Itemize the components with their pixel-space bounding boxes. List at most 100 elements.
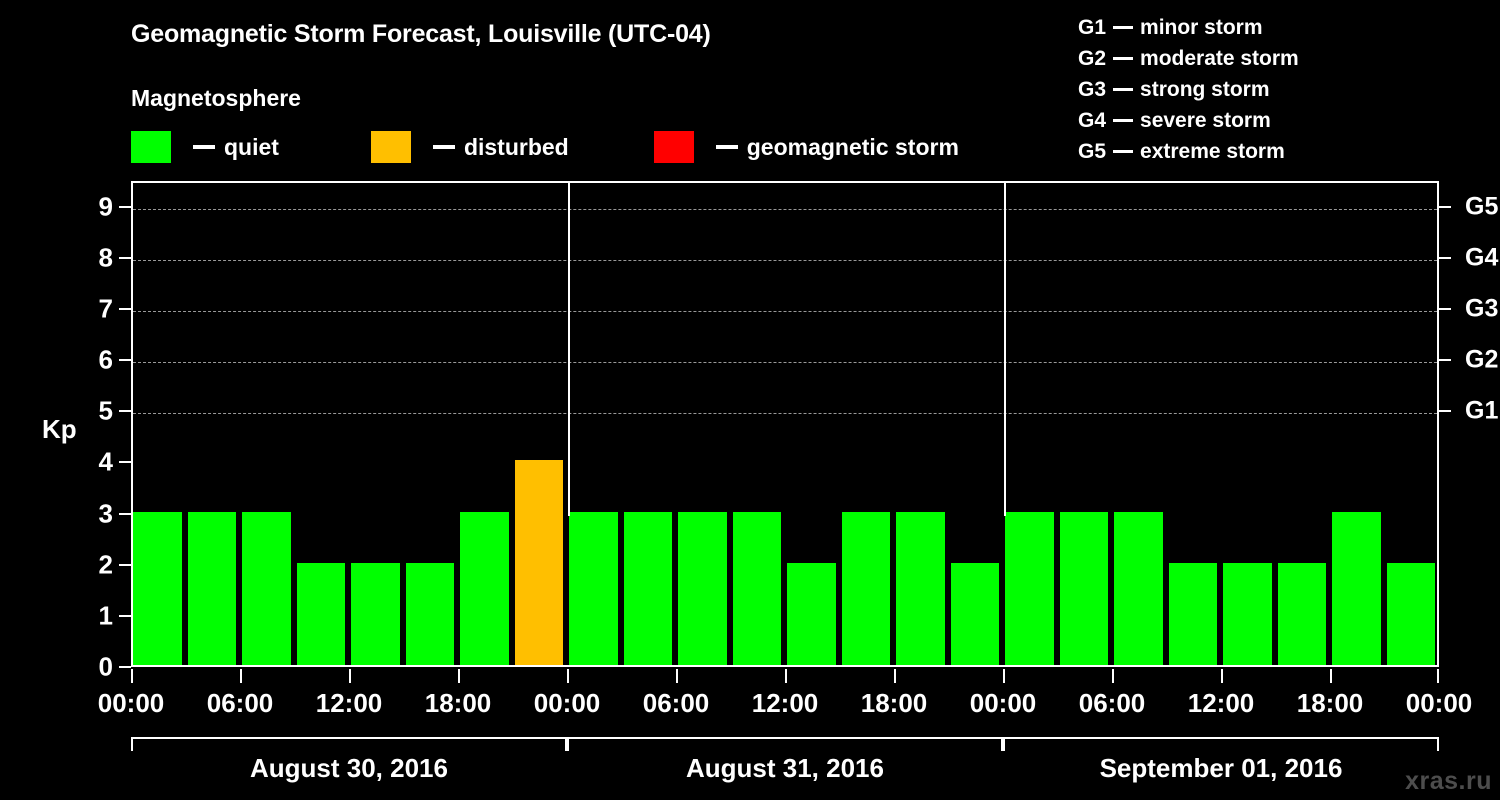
x-tick-mark (240, 669, 242, 683)
g-axis-tick-label: G5 (1465, 192, 1499, 221)
x-tick-label: 12:00 (751, 688, 819, 718)
bar (732, 511, 781, 665)
bar (514, 460, 563, 665)
y-tick-mark (119, 461, 131, 464)
bar (1114, 511, 1163, 665)
g-axis-tick-label: G2 (1465, 345, 1499, 374)
legend-swatch-storm (653, 131, 694, 163)
page-title: Geomagnetic Storm Forecast, Louisville (… (131, 20, 711, 48)
gridline (133, 208, 1437, 210)
x-tick-mark (1330, 669, 1332, 683)
x-tick-label: 00:00 (969, 688, 1037, 718)
day-band (1003, 737, 1439, 751)
x-tick-label: 18:00 (860, 688, 928, 718)
y-tick-mark (119, 563, 131, 566)
g-scale-item-g5: G5 extreme storm (1078, 136, 1299, 167)
bar (351, 562, 400, 665)
bar (296, 562, 345, 665)
g-scale-description: extreme storm (1140, 140, 1285, 163)
g-tick-mark (1439, 359, 1451, 362)
x-tick-label: 06:00 (1078, 688, 1146, 718)
y-tick-label: 1 (98, 600, 113, 631)
y-tick-mark (119, 410, 131, 413)
day-label: August 31, 2016 (686, 753, 884, 783)
bar (242, 511, 291, 665)
g-scale-description: minor storm (1140, 16, 1263, 39)
legend-item: geomagnetic storm (653, 131, 959, 163)
g-scale-description: severe storm (1140, 109, 1271, 132)
y-tick-label: 5 (98, 395, 113, 426)
g-scale-code: G3 (1078, 78, 1107, 101)
watermark: xras.ru (1405, 767, 1492, 795)
g-axis-tick-label: G4 (1465, 243, 1499, 272)
gridline (133, 259, 1437, 261)
bar (841, 511, 890, 665)
g-scale-item-g4: G4 severe storm (1078, 105, 1299, 136)
g-scale-code: G4 (1078, 109, 1107, 132)
legend-swatch-quiet (131, 131, 171, 163)
g-scale-item-g3: G3 strong storm (1078, 74, 1299, 105)
bar (1277, 562, 1326, 665)
g-scale-dash-icon (1113, 26, 1134, 29)
g-tick-mark (1439, 205, 1451, 208)
g-scale-item-g1: G1 minor storm (1078, 12, 1299, 43)
y-tick-mark (119, 307, 131, 310)
g-scale-code: G5 (1078, 140, 1107, 163)
day-band (567, 737, 1003, 751)
bar (1332, 511, 1381, 665)
bar (1005, 511, 1054, 665)
bar (460, 511, 509, 665)
g-scale-item-g2: G2 moderate storm (1078, 43, 1299, 74)
g-scale-dash-icon (1113, 150, 1134, 153)
legend-item: disturbed (370, 131, 569, 163)
bar (787, 562, 836, 665)
legend-dash-icon (193, 145, 215, 149)
y-tick-mark (119, 359, 131, 362)
bar (623, 511, 672, 665)
g-axis-tick-label: G3 (1465, 294, 1499, 323)
x-axis-labels: 00:00 06:00 12:00 18:00 00:00 06:00 12:00 18:00… (0, 688, 1500, 722)
bar (1059, 511, 1108, 665)
bar (405, 562, 454, 665)
y-tick-label: 4 (98, 446, 113, 477)
y-tick-mark (119, 205, 131, 208)
x-tick-label: 12:00 (1187, 688, 1255, 718)
g-scale-code: G2 (1078, 47, 1107, 70)
day-labels: August 30, 2016 August 31, 2016 September … (131, 753, 1439, 789)
y-tick-label: 6 (98, 344, 113, 375)
g-scale-dash-icon (1113, 88, 1134, 91)
gridline (133, 310, 1437, 312)
x-axis-ticks (131, 669, 1439, 683)
g-tick-mark (1439, 410, 1451, 413)
g-scale-description: strong storm (1140, 78, 1270, 101)
x-tick-label: 06:00 (206, 688, 274, 718)
y-tick-mark (119, 512, 131, 515)
y-axis-right-gscale: G1 G2 G3 G4 G5 (1439, 181, 1500, 667)
x-tick-mark (785, 669, 787, 683)
bar (1386, 562, 1435, 665)
bar (950, 562, 999, 665)
bar (569, 511, 618, 665)
x-tick-mark (131, 669, 133, 683)
bar (1223, 562, 1272, 665)
bar (678, 511, 727, 665)
day-bands (131, 737, 1439, 751)
day-band (131, 737, 567, 751)
plot-area (131, 181, 1439, 667)
x-tick-mark (1221, 669, 1223, 683)
bar (187, 511, 236, 665)
gridline (133, 362, 1437, 364)
x-tick-mark (349, 669, 351, 683)
legend-item-label: disturbed (463, 133, 569, 160)
y-tick-label: 0 (98, 651, 113, 682)
day-label: September 01, 2016 (1099, 753, 1343, 783)
x-tick-mark (1437, 669, 1439, 683)
y-tick-mark (119, 256, 131, 259)
y-tick-label: 8 (98, 242, 113, 273)
x-tick-label: 00:00 (533, 688, 601, 718)
x-tick-mark (1112, 669, 1114, 683)
bar (1168, 562, 1217, 665)
g-tick-mark (1439, 256, 1451, 259)
bar-series (133, 183, 1437, 665)
day-separator (1004, 183, 1006, 516)
